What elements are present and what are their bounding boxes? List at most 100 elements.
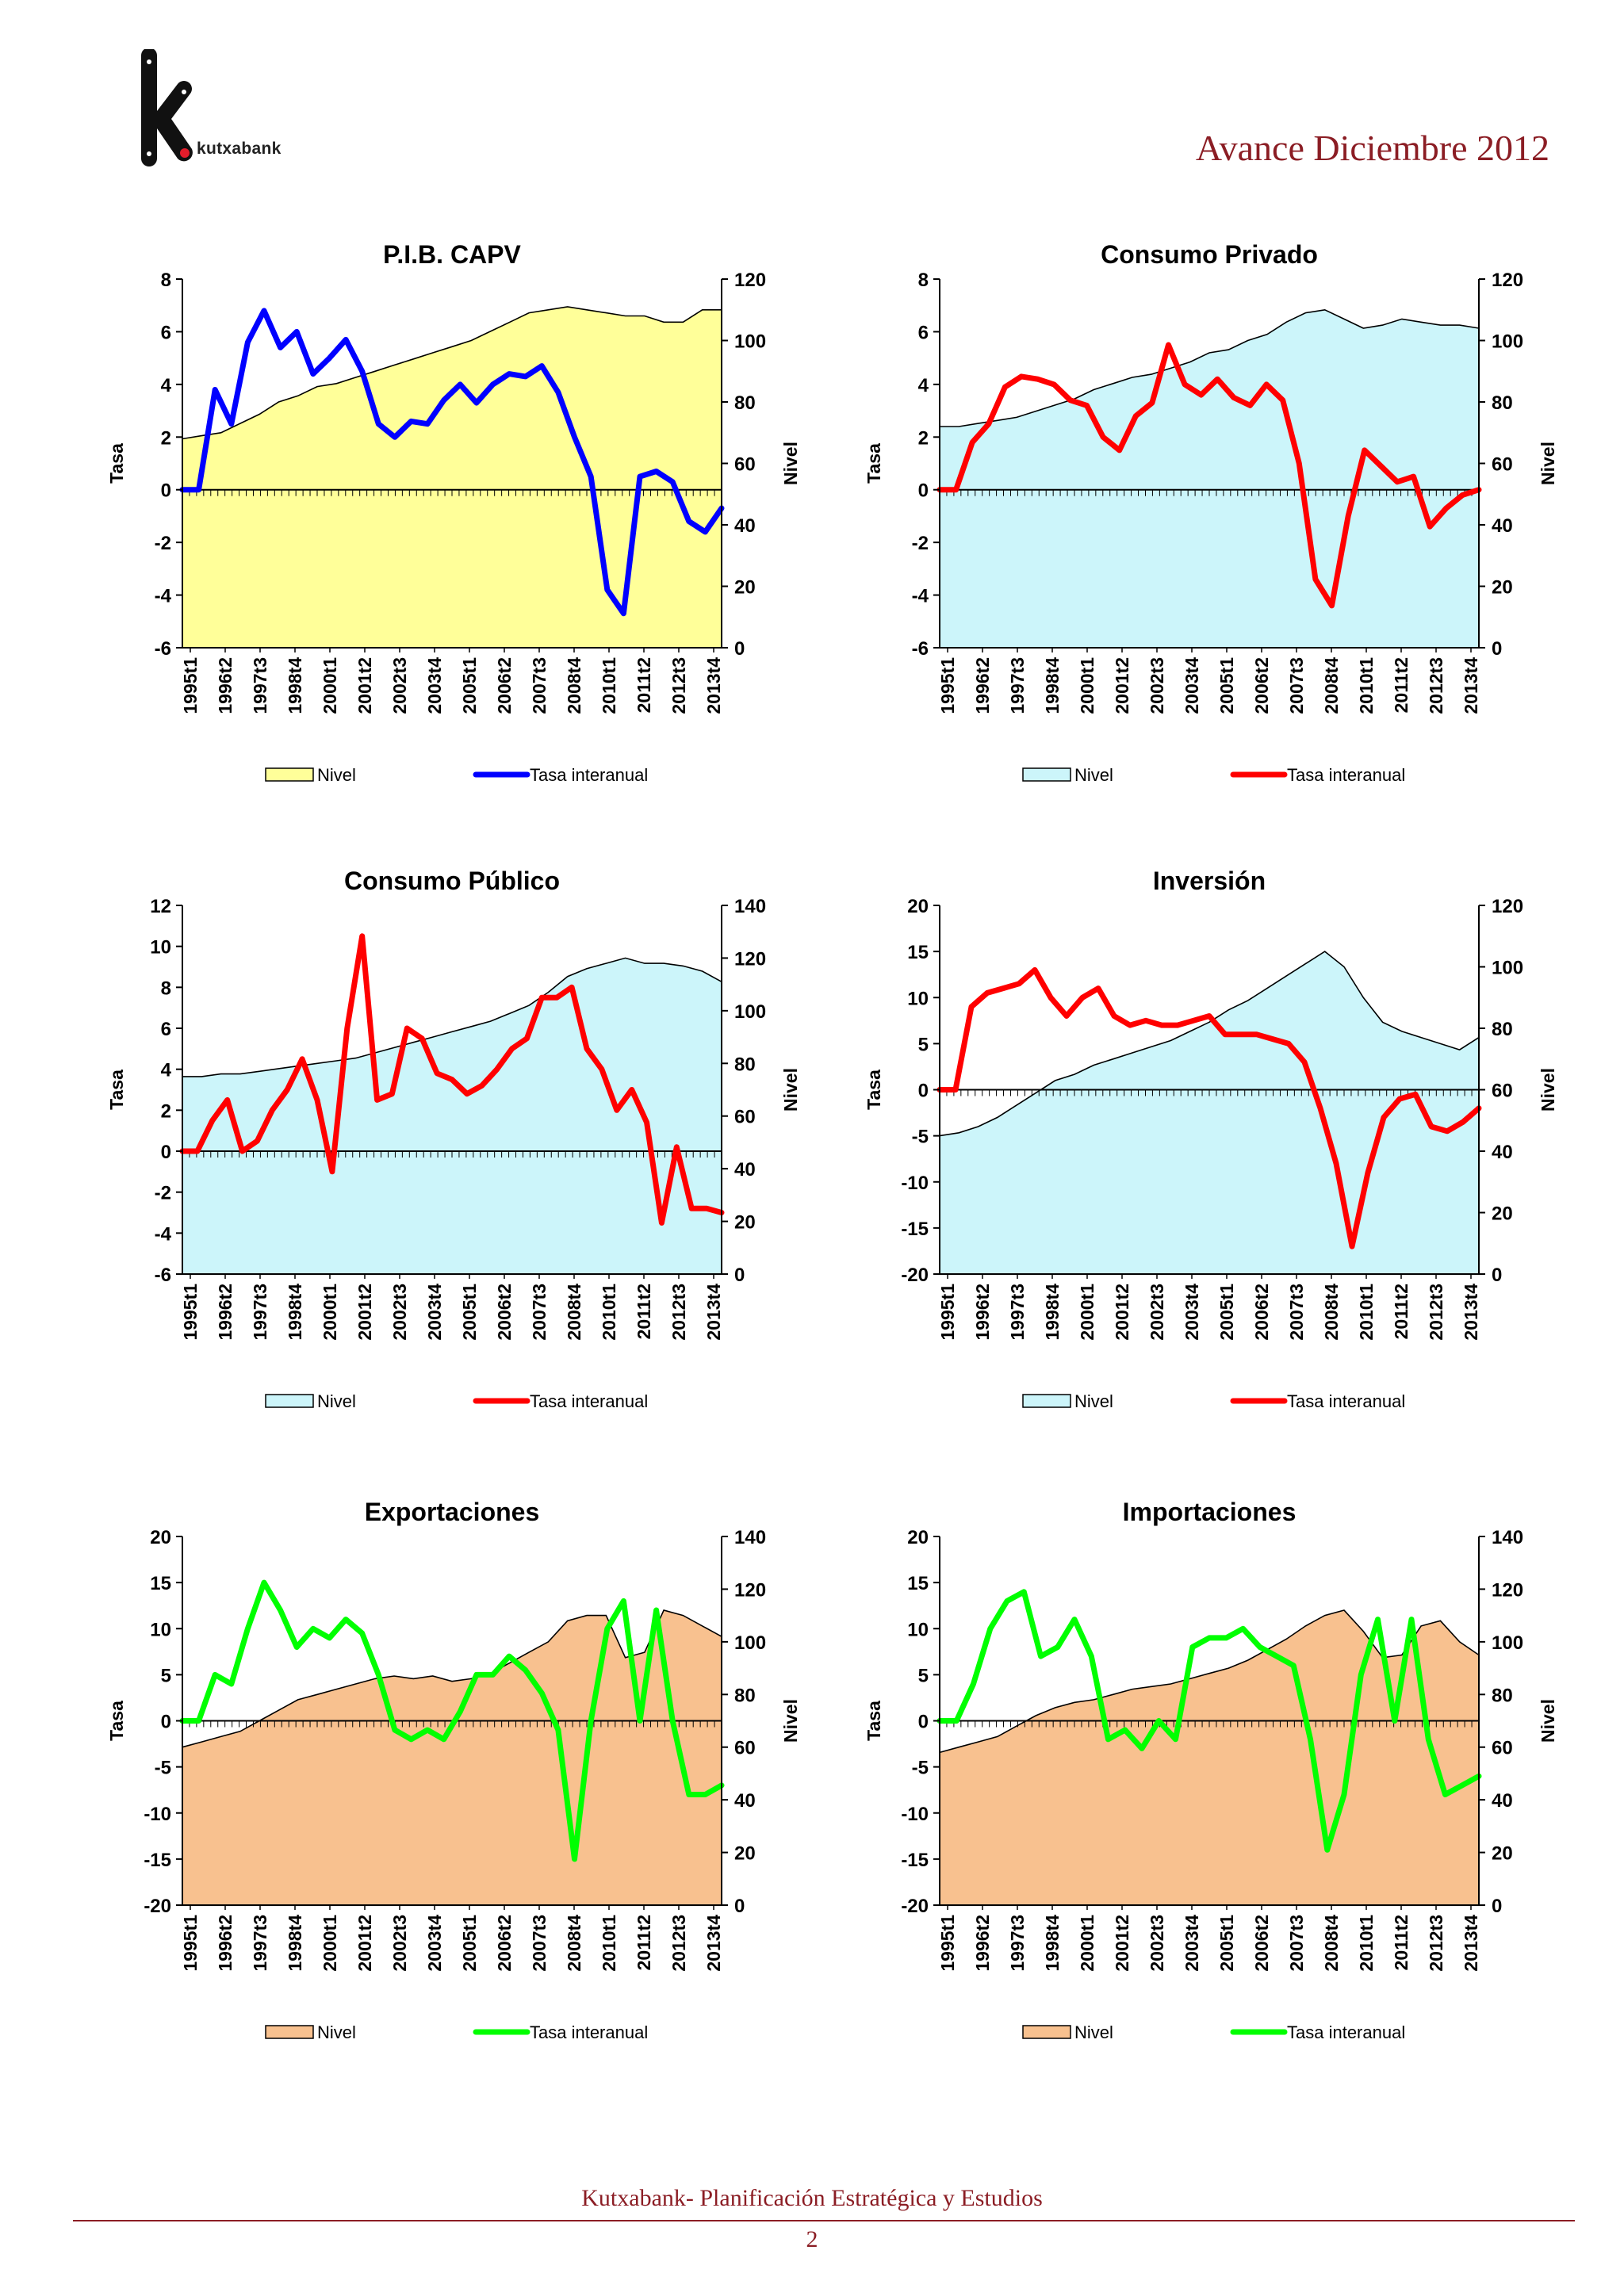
left-tick-label: -4 bbox=[155, 586, 172, 607]
left-tick-label: 2 bbox=[161, 427, 171, 449]
category-label: 1995t1 bbox=[937, 1284, 958, 1341]
left-axis-title: Tasa bbox=[106, 1701, 127, 1741]
category-label: 2005t1 bbox=[1216, 1915, 1237, 1972]
footer-divider bbox=[73, 2220, 1575, 2221]
nivel-area bbox=[182, 1610, 722, 1905]
category-label: 1997t3 bbox=[250, 657, 270, 714]
category-label: 2012t3 bbox=[1426, 1915, 1446, 1972]
right-tick-label: 120 bbox=[734, 948, 766, 970]
right-tick-label: 60 bbox=[1492, 1738, 1513, 1759]
category-label: 2010t1 bbox=[599, 657, 619, 714]
category-label: 2008t4 bbox=[564, 1915, 584, 1972]
kutxabank-logo bbox=[141, 49, 193, 166]
right-tick-label: 100 bbox=[1492, 331, 1523, 353]
chart-title: Consumo Privado bbox=[1101, 240, 1318, 269]
right-axis-title: Nivel bbox=[780, 442, 797, 485]
category-label: 2011t2 bbox=[634, 657, 654, 713]
legend-tasa-label: Tasa interanual bbox=[530, 765, 648, 785]
legend-nivel-swatch bbox=[265, 2025, 314, 2039]
category-label: 1997t3 bbox=[250, 1915, 270, 1972]
right-tick-label: 120 bbox=[734, 270, 766, 291]
right-tick-label: 0 bbox=[734, 638, 745, 660]
legend-nivel-swatch bbox=[1022, 767, 1071, 782]
category-label: 2000t1 bbox=[320, 657, 340, 714]
right-tick-label: 60 bbox=[1492, 1081, 1513, 1102]
nivel-outline bbox=[939, 951, 1480, 1137]
category-label: 2002t3 bbox=[1147, 657, 1167, 714]
right-tick-label: 120 bbox=[1492, 270, 1523, 291]
right-axis-title: Nivel bbox=[1538, 442, 1554, 485]
right-tick-label: 100 bbox=[734, 1632, 766, 1654]
right-tick-label: 20 bbox=[1492, 1843, 1513, 1865]
left-tick-label: 6 bbox=[161, 322, 171, 343]
right-tick-label: 60 bbox=[734, 1107, 756, 1128]
right-tick-label: 0 bbox=[734, 1896, 745, 1917]
category-label: 2013t4 bbox=[703, 1284, 724, 1341]
left-tick-label: 0 bbox=[918, 1712, 929, 1733]
category-label: 2013t4 bbox=[1461, 1284, 1481, 1341]
right-axis-title: Nivel bbox=[780, 1699, 797, 1743]
left-tick-label: -20 bbox=[901, 1896, 929, 1917]
right-tick-label: 40 bbox=[1492, 515, 1513, 537]
category-label: 2010t1 bbox=[1356, 657, 1377, 714]
footer-text: Kutxabank- Planificación Estratégica y E… bbox=[581, 2185, 1043, 2211]
nivel-area bbox=[940, 1610, 1479, 1905]
left-tick-label: 4 bbox=[161, 375, 172, 396]
category-label: 2007t3 bbox=[529, 1915, 550, 1972]
category-label: 2012t3 bbox=[668, 1915, 689, 1972]
left-tick-label: 10 bbox=[907, 1619, 929, 1640]
right-tick-label: 40 bbox=[734, 1790, 756, 1812]
nivel-outline bbox=[182, 957, 722, 1077]
category-label: 2006t2 bbox=[494, 1284, 515, 1341]
right-tick-label: 80 bbox=[1492, 1019, 1513, 1040]
left-tick-label: 20 bbox=[907, 896, 929, 917]
category-label: 2006t2 bbox=[1251, 1284, 1272, 1341]
right-tick-label: 0 bbox=[1492, 638, 1502, 660]
left-tick-label: -15 bbox=[901, 1219, 929, 1240]
category-label: 2002t3 bbox=[1147, 1915, 1167, 1972]
right-tick-label: 100 bbox=[1492, 1632, 1523, 1654]
left-tick-label: 0 bbox=[918, 1081, 929, 1102]
right-tick-label: 40 bbox=[1492, 1790, 1513, 1812]
category-label: 2008t4 bbox=[1321, 1915, 1342, 1972]
right-tick-label: 80 bbox=[734, 392, 756, 414]
category-label: 2007t3 bbox=[1286, 1284, 1307, 1341]
category-label: 1995t1 bbox=[180, 1915, 201, 1972]
category-label: 1998t4 bbox=[285, 657, 305, 714]
category-label: 1995t1 bbox=[180, 1284, 201, 1341]
right-tick-label: 100 bbox=[734, 331, 766, 353]
left-tick-label: -2 bbox=[912, 533, 929, 554]
left-tick-label: -10 bbox=[901, 1173, 929, 1194]
legend-nivel-swatch bbox=[1022, 1394, 1071, 1408]
right-tick-label: 0 bbox=[1492, 1896, 1502, 1917]
right-tick-label: 120 bbox=[1492, 896, 1523, 917]
category-label: 1996t2 bbox=[215, 657, 236, 714]
left-tick-label: 12 bbox=[150, 896, 171, 917]
right-tick-label: 140 bbox=[734, 1527, 766, 1548]
category-label: 2011t2 bbox=[1391, 657, 1411, 713]
left-tick-label: 0 bbox=[918, 480, 929, 502]
page-number: 2 bbox=[806, 2226, 818, 2252]
category-label: 1996t2 bbox=[972, 1915, 993, 1972]
category-label: 2002t3 bbox=[389, 1284, 410, 1341]
right-tick-label: 20 bbox=[734, 1212, 756, 1234]
category-label: 2008t4 bbox=[1321, 657, 1342, 714]
chart-title: P.I.B. CAPV bbox=[383, 240, 521, 269]
left-tick-label: 5 bbox=[918, 1665, 929, 1686]
category-label: 1998t4 bbox=[1042, 1284, 1063, 1341]
chart-title: Importaciones bbox=[1123, 1498, 1297, 1526]
right-tick-label: 20 bbox=[734, 1843, 756, 1865]
right-tick-label: 60 bbox=[734, 454, 756, 476]
right-tick-label: 40 bbox=[734, 1159, 756, 1181]
legend-nivel-swatch bbox=[1022, 2025, 1071, 2039]
right-tick-label: 80 bbox=[734, 1054, 756, 1075]
right-tick-label: 60 bbox=[734, 1738, 756, 1759]
left-tick-label: 20 bbox=[150, 1527, 171, 1548]
right-tick-label: 80 bbox=[1492, 392, 1513, 414]
category-label: 1997t3 bbox=[1007, 1915, 1028, 1972]
left-tick-label: 6 bbox=[918, 322, 929, 343]
category-label: 1998t4 bbox=[285, 1915, 305, 1972]
chart-consumo-publico: Consumo Público121086420-2-4-61401201008… bbox=[106, 867, 797, 1411]
chart-title: Exportaciones bbox=[365, 1498, 540, 1526]
category-label: 1996t2 bbox=[972, 1284, 993, 1341]
